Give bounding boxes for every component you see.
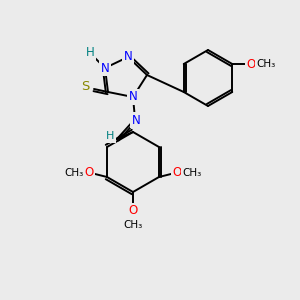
Text: O: O: [84, 167, 94, 179]
Text: O: O: [128, 205, 138, 218]
Text: O: O: [247, 58, 256, 70]
Text: S: S: [81, 80, 89, 94]
Text: CH₃: CH₃: [256, 59, 276, 69]
Text: H: H: [85, 46, 94, 59]
Text: CH₃: CH₃: [64, 168, 84, 178]
Text: N: N: [132, 113, 140, 127]
Text: CH₃: CH₃: [123, 220, 142, 230]
Text: CH₃: CH₃: [182, 168, 202, 178]
Text: N: N: [124, 50, 132, 64]
Text: H: H: [106, 131, 114, 141]
Text: N: N: [100, 61, 109, 74]
Text: O: O: [172, 167, 182, 179]
Text: N: N: [129, 91, 137, 103]
